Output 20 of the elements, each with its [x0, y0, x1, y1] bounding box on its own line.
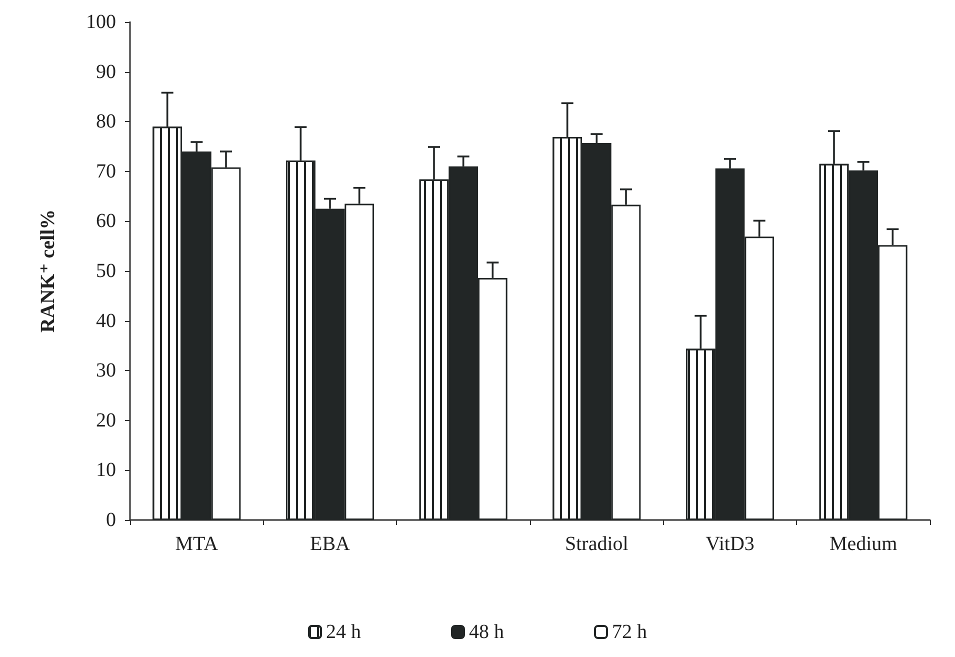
y-axis-title: RANK⁺ cell%: [37, 209, 59, 333]
legend-label: 24 h: [326, 621, 361, 643]
y-tick-label: 50: [96, 260, 116, 282]
x-tick-label: Medium: [829, 533, 898, 555]
y-tick-label: 20: [96, 409, 116, 432]
y-tick-label: 100: [86, 11, 116, 33]
y-tick-label: 10: [96, 459, 116, 482]
y-tick-label: 30: [96, 360, 116, 382]
x-tick-label: Stradiol: [564, 533, 629, 555]
legend-label: 72 h: [612, 621, 647, 643]
x-tick-label: EBA: [310, 533, 351, 555]
x-tick-label: VitD3: [706, 533, 754, 555]
legend-label: 48 h: [469, 621, 504, 643]
y-tick-label: 40: [96, 310, 116, 332]
y-tick-label: 0: [106, 509, 116, 531]
y-tick-label: 70: [96, 160, 116, 182]
x-tick-label: MTA: [175, 533, 219, 555]
y-tick-label: 60: [96, 210, 116, 232]
y-tick-label: 80: [96, 110, 116, 133]
y-tick-label: 90: [96, 60, 116, 83]
